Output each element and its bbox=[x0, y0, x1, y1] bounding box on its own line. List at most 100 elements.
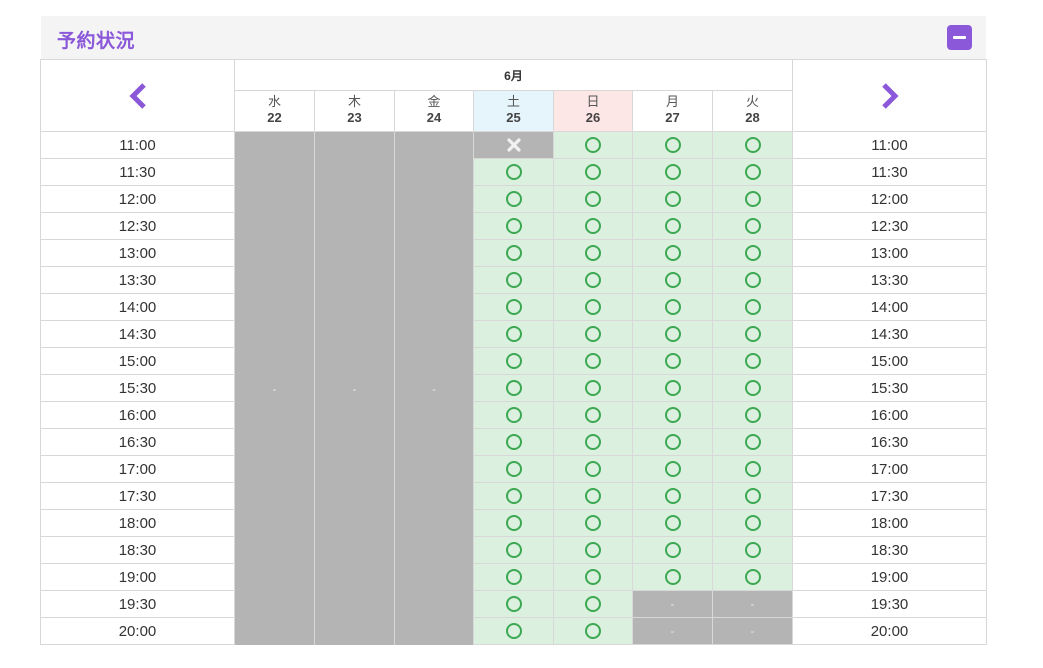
available-circle-icon bbox=[744, 542, 761, 558]
slot-available[interactable] bbox=[713, 537, 793, 564]
slot-available[interactable] bbox=[474, 294, 554, 321]
slot-available[interactable] bbox=[474, 591, 554, 618]
available-circle-icon bbox=[585, 542, 601, 558]
slot-available[interactable] bbox=[633, 483, 713, 510]
slot-available[interactable] bbox=[633, 510, 713, 537]
slot-available[interactable] bbox=[713, 267, 793, 294]
slot-available[interactable] bbox=[713, 564, 793, 591]
slot-available[interactable] bbox=[554, 402, 633, 429]
slot-available[interactable] bbox=[554, 294, 633, 321]
slot-available[interactable] bbox=[554, 483, 633, 510]
available-circle-icon bbox=[585, 407, 601, 423]
slot-available[interactable] bbox=[554, 186, 633, 213]
slot-available[interactable] bbox=[713, 132, 793, 159]
prev-week-button[interactable] bbox=[41, 60, 235, 132]
slot-available[interactable] bbox=[554, 456, 633, 483]
slot-available[interactable] bbox=[474, 402, 554, 429]
available-circle-icon bbox=[664, 191, 681, 207]
available-circle-icon bbox=[664, 515, 681, 531]
available-circle-icon bbox=[664, 461, 681, 477]
slot-available[interactable] bbox=[554, 267, 633, 294]
slot-available[interactable] bbox=[474, 456, 554, 483]
slot-available[interactable] bbox=[713, 294, 793, 321]
slot-available[interactable] bbox=[474, 483, 554, 510]
slot-available[interactable] bbox=[713, 402, 793, 429]
slot-available[interactable] bbox=[633, 456, 713, 483]
day-of-week: 金 bbox=[427, 94, 441, 109]
slot-available[interactable] bbox=[554, 348, 633, 375]
slot-available[interactable] bbox=[474, 537, 554, 564]
slot-available[interactable] bbox=[554, 537, 633, 564]
time-label-right: 12:00 bbox=[793, 186, 987, 213]
slot-available[interactable] bbox=[633, 240, 713, 267]
slot-available[interactable] bbox=[713, 429, 793, 456]
slot-available[interactable] bbox=[554, 132, 633, 159]
slot-available[interactable] bbox=[633, 213, 713, 240]
slot-available[interactable] bbox=[474, 564, 554, 591]
slot-available[interactable] bbox=[474, 618, 554, 645]
next-week-button[interactable] bbox=[793, 60, 987, 132]
available-circle-icon bbox=[585, 623, 601, 639]
slot-available[interactable] bbox=[633, 294, 713, 321]
day-date: 22 bbox=[267, 110, 282, 125]
slot-available[interactable] bbox=[474, 348, 554, 375]
time-label-right: 17:00 bbox=[793, 456, 987, 483]
slot-available[interactable] bbox=[554, 213, 633, 240]
slot-available[interactable] bbox=[474, 213, 554, 240]
slot-available[interactable] bbox=[474, 186, 554, 213]
slot-available[interactable] bbox=[554, 375, 633, 402]
collapse-button[interactable] bbox=[947, 25, 972, 50]
slot-available[interactable] bbox=[554, 564, 633, 591]
slot-available[interactable] bbox=[713, 510, 793, 537]
slot-available[interactable] bbox=[633, 564, 713, 591]
slot-available[interactable] bbox=[633, 267, 713, 294]
slot-available[interactable] bbox=[633, 537, 713, 564]
slot-available[interactable] bbox=[474, 375, 554, 402]
available-circle-icon bbox=[744, 434, 761, 450]
slot-available[interactable] bbox=[713, 456, 793, 483]
slot-available[interactable] bbox=[474, 240, 554, 267]
day-of-week: 火 bbox=[745, 94, 759, 109]
slot-available[interactable] bbox=[633, 402, 713, 429]
slot-available[interactable] bbox=[554, 618, 633, 645]
available-circle-icon bbox=[585, 569, 601, 585]
slot-available[interactable] bbox=[554, 240, 633, 267]
slot-available[interactable] bbox=[633, 348, 713, 375]
closed-mark: - bbox=[272, 381, 277, 396]
slot-available[interactable] bbox=[713, 186, 793, 213]
slot-available[interactable] bbox=[713, 348, 793, 375]
time-label-right: 16:30 bbox=[793, 429, 987, 456]
time-label-left: 13:30 bbox=[41, 267, 235, 294]
slot-available[interactable] bbox=[713, 159, 793, 186]
slot-available[interactable] bbox=[554, 591, 633, 618]
available-circle-icon bbox=[585, 272, 601, 288]
slot-available[interactable] bbox=[474, 429, 554, 456]
slot-available[interactable] bbox=[474, 267, 554, 294]
slot-available[interactable] bbox=[633, 132, 713, 159]
slot-available[interactable] bbox=[554, 159, 633, 186]
slot-available[interactable] bbox=[474, 321, 554, 348]
available-circle-icon bbox=[664, 299, 681, 315]
time-label-left: 20:00 bbox=[41, 618, 235, 645]
available-circle-icon bbox=[744, 353, 761, 369]
slot-available[interactable] bbox=[554, 510, 633, 537]
available-circle-icon bbox=[664, 164, 681, 180]
slot-available[interactable] bbox=[713, 321, 793, 348]
slot-available[interactable] bbox=[633, 159, 713, 186]
slot-available[interactable] bbox=[633, 321, 713, 348]
slot-available[interactable] bbox=[474, 159, 554, 186]
slot-available[interactable] bbox=[633, 186, 713, 213]
slot-available[interactable] bbox=[713, 213, 793, 240]
available-circle-icon bbox=[744, 164, 761, 180]
slot-available[interactable] bbox=[713, 375, 793, 402]
time-label-right: 20:00 bbox=[793, 618, 987, 645]
slot-available[interactable] bbox=[554, 321, 633, 348]
slot-available[interactable] bbox=[633, 375, 713, 402]
slot-available[interactable] bbox=[554, 429, 633, 456]
available-circle-icon bbox=[505, 299, 522, 315]
slot-available[interactable] bbox=[713, 240, 793, 267]
slot-available[interactable] bbox=[474, 510, 554, 537]
slot-available[interactable] bbox=[633, 429, 713, 456]
slot-available[interactable] bbox=[713, 483, 793, 510]
unavailable-mark: - bbox=[750, 597, 755, 611]
